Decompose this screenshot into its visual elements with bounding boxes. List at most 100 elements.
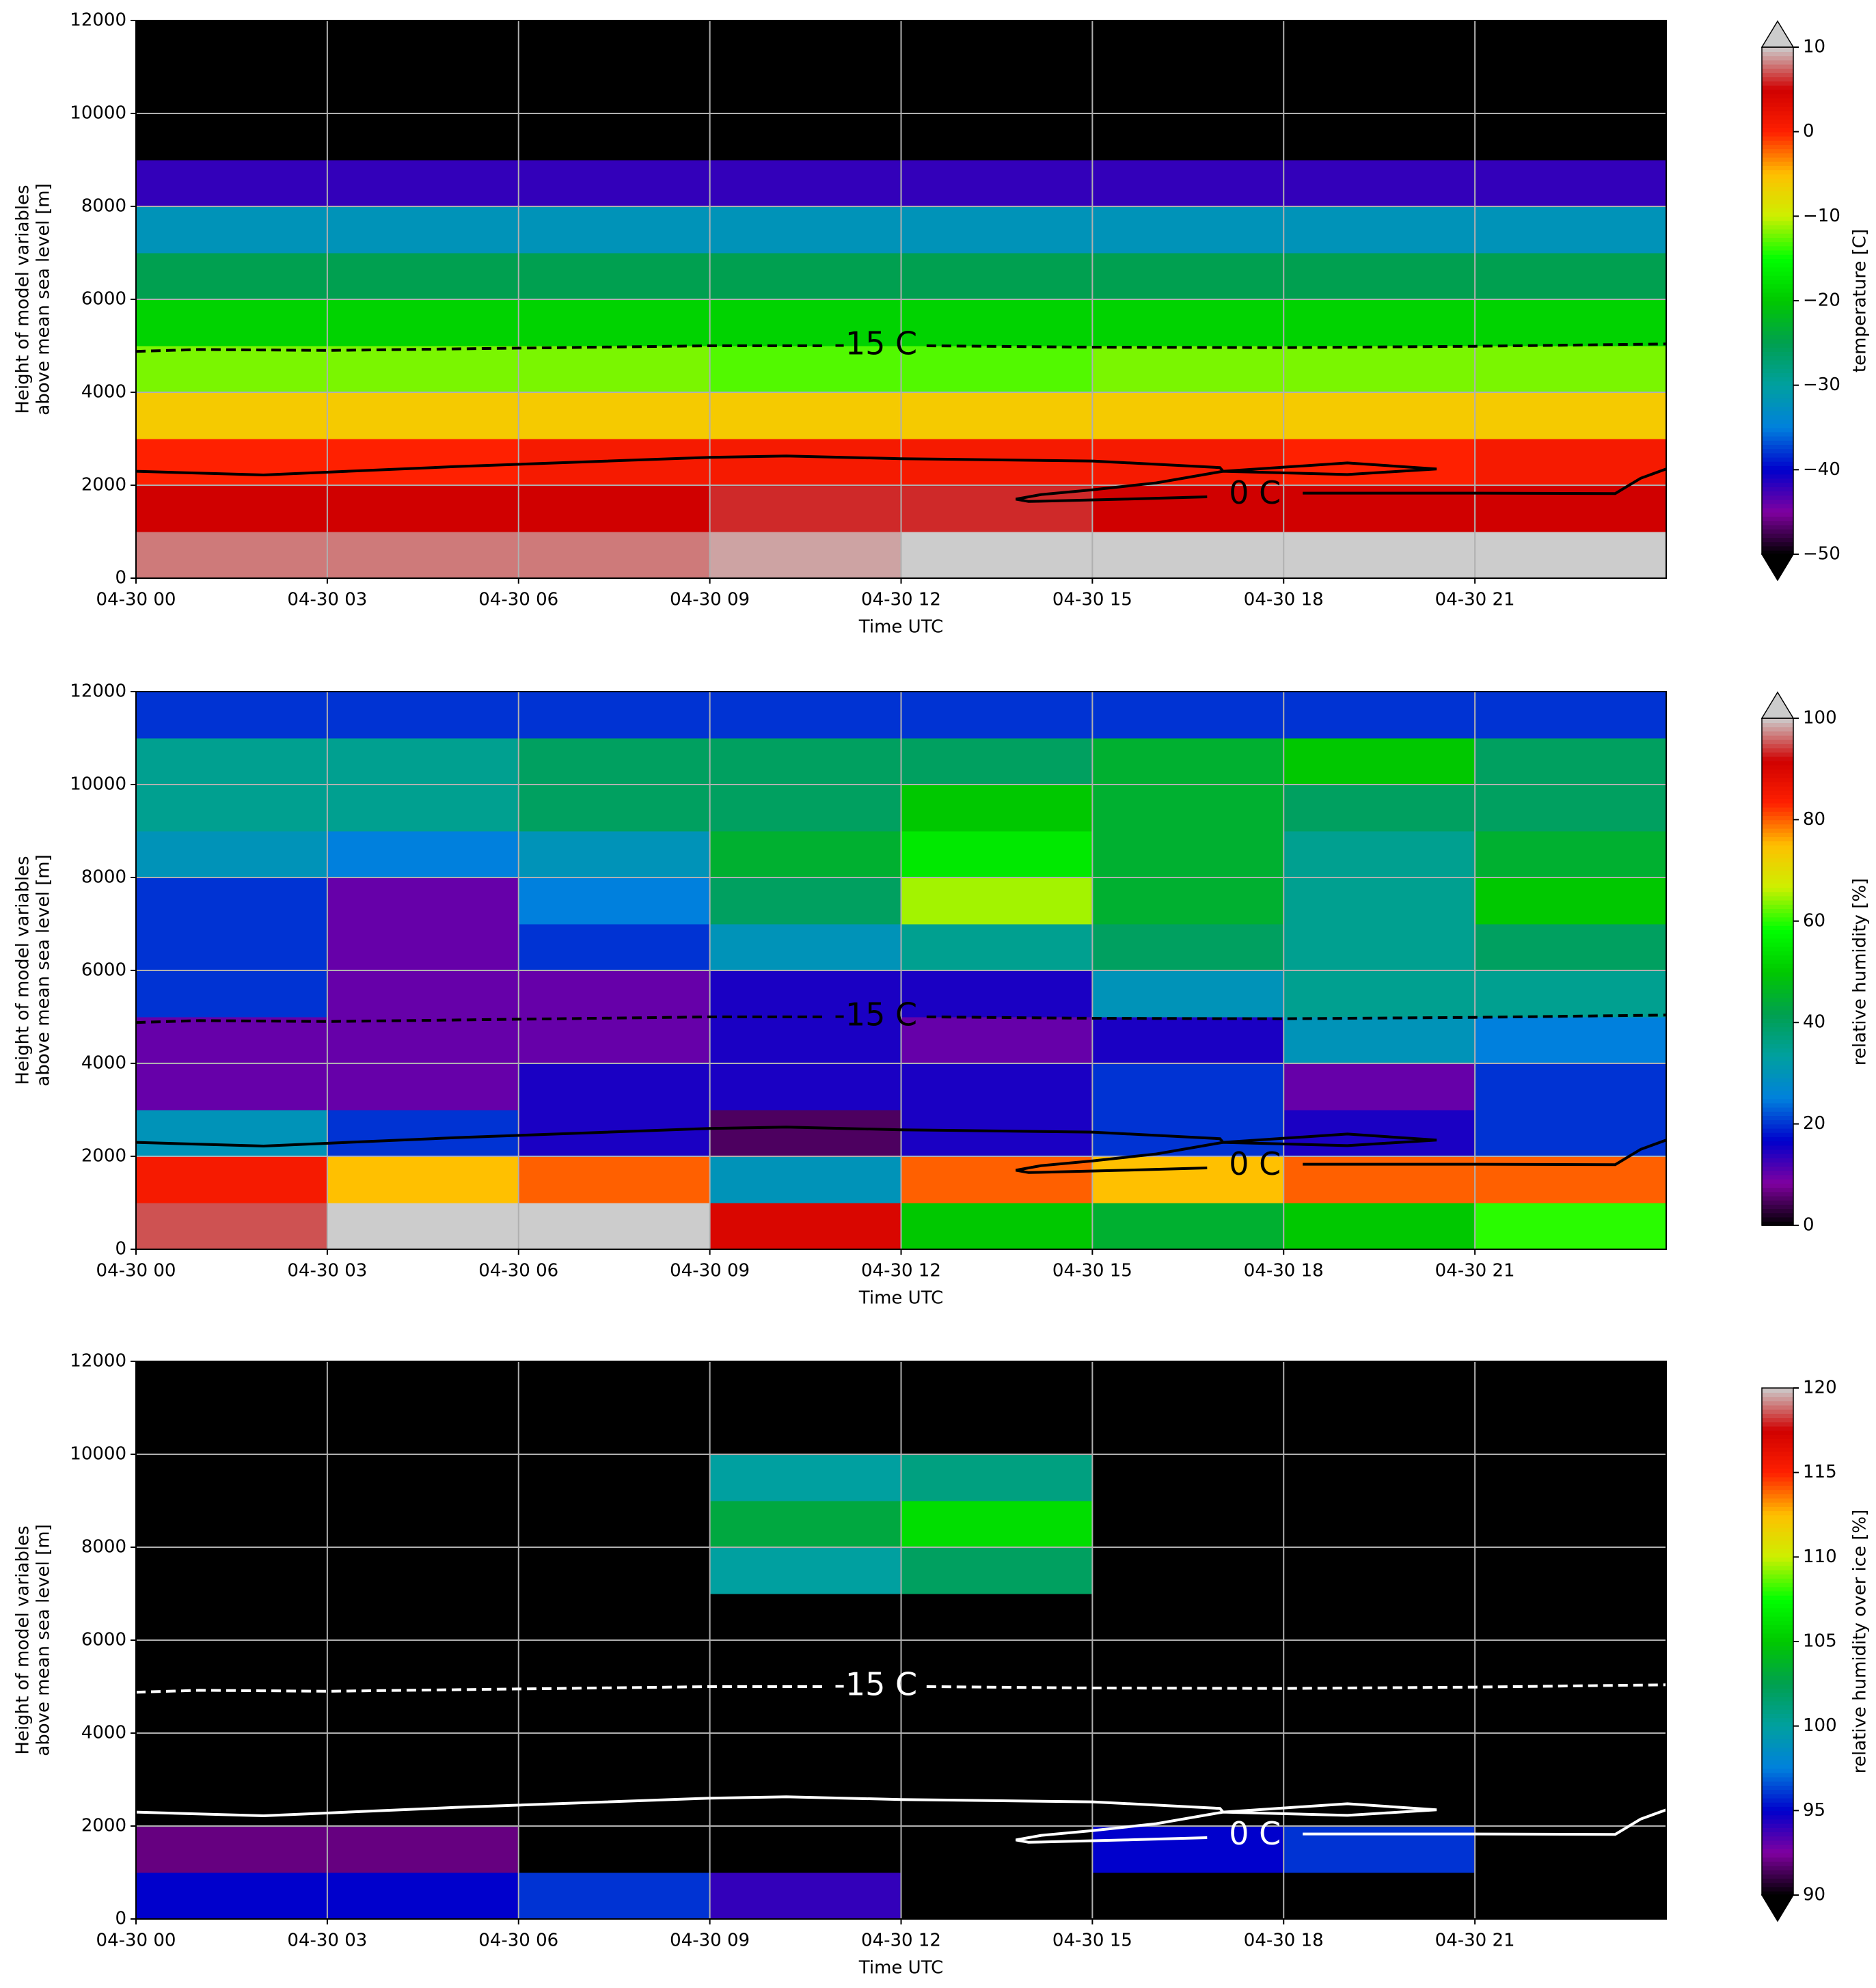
heat-cell <box>901 1547 1093 1594</box>
heat-cell <box>1283 1547 1476 1594</box>
heat-cell <box>327 1156 519 1203</box>
colorbar-tick-label: 105 <box>1803 1631 1837 1652</box>
heat-cell <box>1283 1640 1476 1687</box>
colorbar-swatch <box>1762 216 1793 221</box>
heat-cell <box>1475 67 1667 114</box>
colorbar-swatch <box>1762 1696 1793 1702</box>
x-tick-label: 04-30 21 <box>1435 590 1515 610</box>
colorbar-swatch <box>1762 102 1793 107</box>
heat-cell <box>1092 1547 1284 1594</box>
colorbar-swatch <box>1762 1090 1793 1095</box>
colorbar-swatch <box>1762 359 1793 365</box>
colorbar-swatch <box>1762 722 1793 728</box>
colorbar-swatch <box>1762 1514 1793 1520</box>
colorbar-swatch <box>1762 1392 1793 1398</box>
colorbar-swatch <box>1762 883 1793 888</box>
heat-cell <box>327 206 519 254</box>
heat-cell <box>1092 1454 1284 1501</box>
heat-cell <box>1475 1501 1667 1548</box>
colorbar-swatch <box>1762 756 1793 761</box>
colorbar-swatch <box>1762 98 1793 103</box>
colorbar-swatch <box>1762 1574 1793 1579</box>
colorbar-tick-label: 60 <box>1803 910 1825 931</box>
colorbar-swatch <box>1762 1565 1793 1570</box>
heat-cell <box>1475 253 1667 300</box>
heat-cell <box>1475 1780 1667 1827</box>
colorbar-swatch <box>1762 271 1793 276</box>
heat-cell <box>1475 1454 1667 1501</box>
heat-cell <box>1283 924 1476 971</box>
colorbar-swatch <box>1762 1857 1793 1862</box>
colorbar-swatch <box>1762 364 1793 369</box>
colorbar-swatch <box>1762 908 1793 914</box>
heat-cell <box>136 1361 328 1408</box>
colorbar-swatch <box>1762 1439 1793 1444</box>
colorbar-swatch <box>1762 878 1793 884</box>
contour-label: 0 C <box>1229 474 1281 511</box>
colorbar-swatch <box>1762 148 1793 154</box>
heat-cell <box>136 532 328 579</box>
colorbar-swatch <box>1762 351 1793 357</box>
colorbar-swatch <box>1762 1810 1793 1816</box>
heat-cell <box>1283 113 1476 161</box>
heat-cell <box>136 877 328 925</box>
x-tick-label: 04-30 03 <box>287 1931 367 1951</box>
colorbar-swatch <box>1762 1848 1793 1853</box>
colorbar-swatch <box>1762 110 1793 115</box>
heat-cell <box>1283 1063 1476 1111</box>
x-tick-label: 04-30 03 <box>287 590 367 610</box>
colorbar-swatch <box>1762 207 1793 213</box>
heat-cell <box>136 206 328 254</box>
colorbar-swatch <box>1762 853 1793 858</box>
heat-cell <box>136 738 328 785</box>
heat-cell <box>1475 206 1667 254</box>
heat-cell <box>1475 924 1667 971</box>
colorbar-swatch <box>1762 1692 1793 1698</box>
colorbar-swatch <box>1762 1421 1793 1427</box>
colorbar-swatch <box>1762 1464 1793 1469</box>
heat-cell <box>1283 877 1476 925</box>
colorbar-swatch <box>1762 1519 1793 1524</box>
heat-cell <box>709 1156 901 1203</box>
heat-cell <box>1475 160 1667 207</box>
heat-cell <box>709 1408 901 1455</box>
colorbar-swatch <box>1762 967 1793 972</box>
colorbar-label: temperature [C] <box>1850 229 1871 372</box>
heat-cell <box>1092 392 1284 439</box>
colorbar-swatch <box>1762 1772 1793 1778</box>
heat-cell <box>327 113 519 161</box>
colorbar-swatch <box>1762 1836 1793 1841</box>
y-tick-label: 6000 <box>81 1630 126 1650</box>
heat-cell <box>709 346 901 393</box>
colorbar-swatch <box>1762 524 1793 530</box>
colorbar-swatch <box>1762 423 1793 428</box>
colorbar-swatch <box>1762 355 1793 361</box>
colorbar-swatch <box>1762 1077 1793 1082</box>
heat-cell <box>518 924 711 971</box>
heat-cell <box>518 970 711 1018</box>
colorbar-swatch <box>1762 785 1793 791</box>
colorbar-swatch <box>1762 1840 1793 1845</box>
colorbar-swatch <box>1762 1065 1793 1070</box>
heat-cell <box>518 532 711 579</box>
heat-cell <box>1283 1110 1476 1157</box>
colorbar-swatch <box>1762 777 1793 782</box>
colorbar-swatch <box>1762 1603 1793 1609</box>
heat-cell <box>1092 206 1284 254</box>
y-tick-label: 10000 <box>70 1444 126 1465</box>
colorbar-swatch <box>1762 1743 1793 1748</box>
heat-cell <box>1475 1203 1667 1250</box>
heat-cell <box>136 439 328 486</box>
heat-cell <box>1475 1687 1667 1734</box>
heat-cell <box>1475 1063 1667 1111</box>
heat-cell <box>1092 1501 1284 1548</box>
colorbar-swatch <box>1762 131 1793 137</box>
heat-cell <box>327 160 519 207</box>
colorbar-swatch <box>1762 127 1793 133</box>
x-tick-label: 04-30 18 <box>1244 1261 1324 1281</box>
colorbar-swatch <box>1762 1582 1793 1588</box>
y-tick-label: 8000 <box>81 1537 126 1557</box>
heat-cell <box>327 1640 519 1687</box>
colorbar-swatch <box>1762 1035 1793 1040</box>
colorbar-swatch <box>1762 929 1793 935</box>
